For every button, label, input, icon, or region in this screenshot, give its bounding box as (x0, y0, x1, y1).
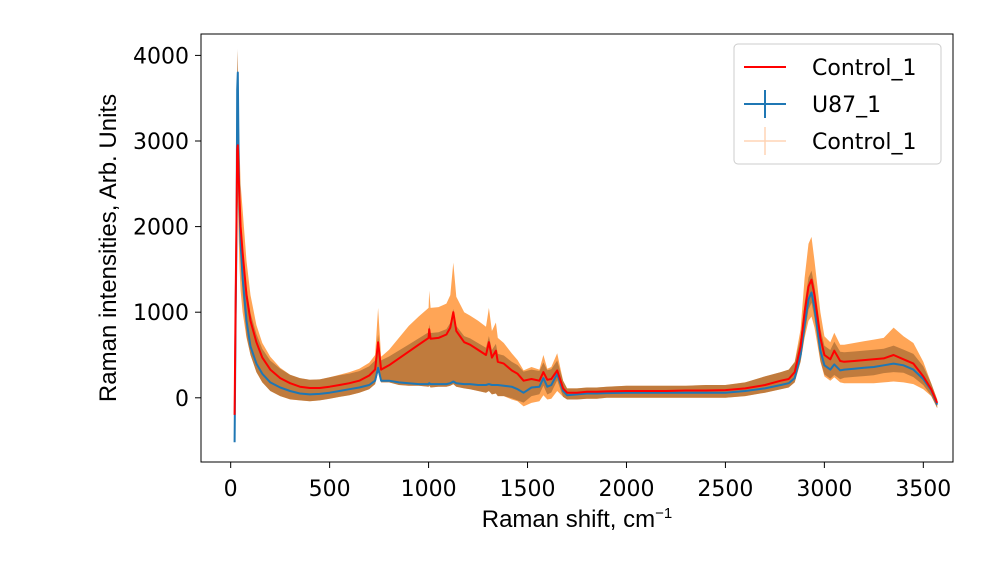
u87-1-line (233, 71, 939, 443)
y-tick-label: 3000 (133, 130, 189, 155)
series-group (233, 48, 939, 443)
x-tick-label: 2000 (598, 477, 654, 502)
axes-frame (200, 33, 954, 463)
x-tick-label: 2500 (697, 477, 753, 502)
y-tick-label: 4000 (133, 44, 189, 69)
x-tick-label: 3000 (796, 477, 852, 502)
legend: Control_1 U87_1 Control_1 (733, 43, 942, 165)
axes: 0 500 1000 1500 2000 2500 3000 3500 0 1000 2000 300… (133, 33, 954, 502)
x-tick-label: 1000 (401, 477, 457, 502)
control-1-line (233, 144, 939, 415)
y-tick-label: 2000 (133, 216, 189, 241)
x-axis-label: Raman shift, cm−1 (482, 505, 673, 533)
control-1-band-area (234, 51, 938, 432)
y-tick-label: 0 (175, 387, 189, 412)
legend-label: U87_1 (812, 93, 881, 118)
x-tick-label: 500 (309, 477, 351, 502)
x-tick-label: 3500 (895, 477, 951, 502)
plot-area (233, 48, 939, 443)
x-tick-label: 1500 (500, 477, 556, 502)
legend-label: Control_1 (812, 56, 917, 81)
x-tick-label: 0 (224, 477, 238, 502)
legend-label: Control_1 (812, 130, 917, 155)
y-tick-label: 1000 (133, 301, 189, 326)
y-axis-label: Raman intensities, Arb. Units (95, 94, 122, 402)
legend-box (733, 43, 942, 165)
